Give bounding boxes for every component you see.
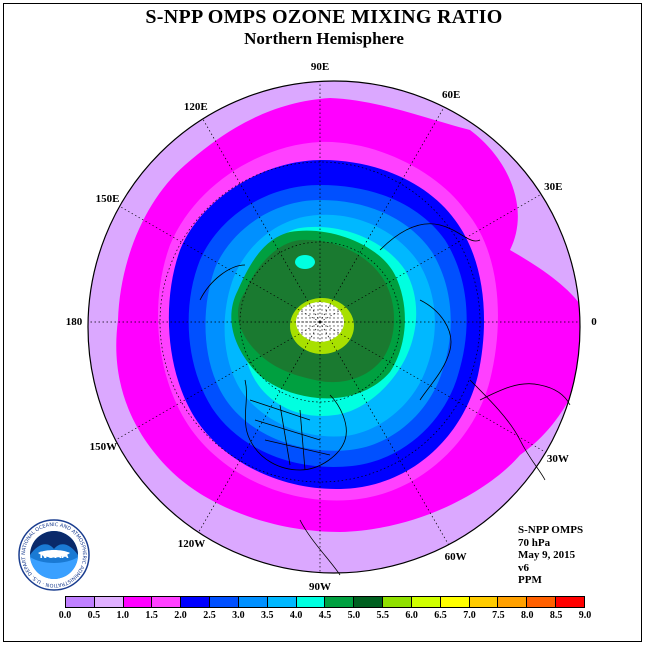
ozone-contours <box>88 81 580 573</box>
colorbar-segment <box>94 597 124 607</box>
info-level: 70 hPa <box>518 536 551 549</box>
noaa-logo-icon: NATIONAL OCEANIC AND ATMOSPHERIC ADMINIS… <box>18 519 90 591</box>
longitude-label: 150E <box>95 193 120 206</box>
colorbar-tick-label: 0.0 <box>58 610 72 621</box>
colorbar-segment <box>498 597 528 607</box>
meridian-line <box>198 321 321 533</box>
colorbar-tick-label: 3.5 <box>260 610 274 621</box>
colorbar-tick-label: 9.0 <box>578 610 592 621</box>
info-date: May 9, 2015 <box>518 549 576 561</box>
longitude-label: 30W <box>546 453 569 466</box>
longitude-label: 60W <box>444 550 467 563</box>
colorbar-segment <box>411 597 441 607</box>
colorbar-tick-label: 2.0 <box>174 610 187 621</box>
colorbar-segment <box>469 597 499 607</box>
meridian-line <box>319 194 542 323</box>
colorbar-ticks: 0.0 0.5 1.0 1.5 2.0 2.5 3.0 3.5 4.0 4.5 5.0 5.5 6.0 6… <box>59 610 592 624</box>
meridian-line <box>319 321 546 453</box>
colorbar-segment <box>152 597 182 607</box>
colorbar-segment <box>325 597 355 607</box>
meridian-line <box>319 321 449 545</box>
longitude-label: 90E <box>310 61 330 74</box>
info-units: PPM <box>518 574 542 586</box>
longitude-label: 180 <box>65 316 83 328</box>
colorbar-segment <box>383 597 412 607</box>
colorbar-segment <box>210 597 239 607</box>
sub-title: Northern Hemisphere <box>244 29 404 48</box>
longitude-label: 120E <box>183 100 208 113</box>
colorbar-tick-label: 4.5 <box>318 610 332 621</box>
colorbar-tick-label: 7.0 <box>463 610 476 621</box>
colorbar <box>65 596 585 608</box>
colorbar-tick-label: 6.5 <box>434 610 447 621</box>
colorbar-tick-label: 1.5 <box>145 610 158 621</box>
longitude-label: 30E <box>544 181 563 194</box>
colorbar-tick-label: 8.5 <box>549 610 563 621</box>
colorbar-tick-label: 8.0 <box>520 610 534 621</box>
logo-name: NOAA <box>40 551 69 561</box>
meridian-line <box>202 118 321 323</box>
colorbar-segment <box>267 597 297 607</box>
colorbar-segment <box>238 597 268 607</box>
contour-blob <box>295 255 315 269</box>
colorbar-tick-label: 7.5 <box>492 610 505 621</box>
main-title: S-NPP OMPS OZONE MIXING RATIO <box>145 6 503 28</box>
colorbar-tick-label: 6.0 <box>405 610 418 621</box>
colorbar-segment <box>556 597 584 607</box>
meridians <box>88 81 580 573</box>
colorbar-segment <box>123 597 153 607</box>
plot-frame <box>3 3 642 642</box>
colorbar-segment <box>354 597 384 607</box>
colorbar-tick-label: 4.0 <box>289 610 303 621</box>
meridian-line <box>319 106 445 323</box>
colorbar-tick-label: 1.0 <box>116 610 130 621</box>
colorbar-tick-label: 5.5 <box>376 610 390 621</box>
globe-outline <box>87 80 581 574</box>
info-version: v6 <box>518 561 529 574</box>
longitude-label: 90W <box>309 580 331 593</box>
meridian-line <box>115 321 321 441</box>
colorbar-segment <box>527 597 557 607</box>
longitude-label: 120W <box>177 538 206 551</box>
colorbar-tick-label: 3.0 <box>232 610 245 621</box>
colorbar-segment <box>440 597 470 607</box>
colorbar-tick-label: 0.5 <box>87 610 101 621</box>
info-block: S-NPP OMPS 70 hPa May 9, 2015 v6 PPM <box>518 524 583 587</box>
colorbar-segment <box>296 597 326 607</box>
longitude-label: 150W <box>89 441 118 454</box>
colorbar-segment <box>66 597 95 607</box>
meridian-line <box>119 206 321 323</box>
colorbar-segment <box>181 597 211 607</box>
longitude-label: 0 <box>591 316 597 328</box>
coastlines <box>199 223 571 576</box>
longitude-label: 60E <box>441 88 461 101</box>
colorbar-tick-label: 2.5 <box>203 610 216 621</box>
info-instrument: S-NPP OMPS <box>518 524 584 536</box>
colorbar-tick-label: 5.0 <box>347 610 361 621</box>
